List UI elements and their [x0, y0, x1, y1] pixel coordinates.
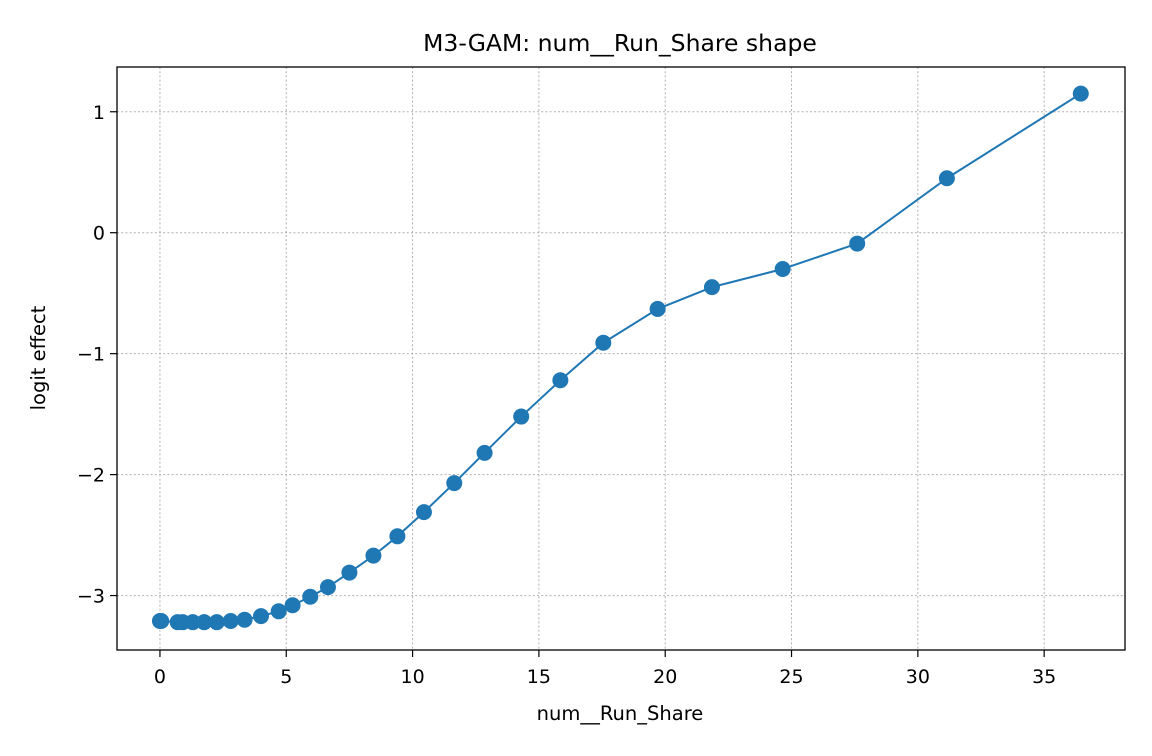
- data-point: [595, 334, 612, 351]
- grid: [117, 67, 1125, 650]
- data-point: [365, 547, 382, 564]
- chart-title: M3-GAM: num__Run_Share shape: [423, 29, 817, 57]
- data-point: [415, 504, 432, 521]
- x-tick-label: 35: [1032, 666, 1056, 688]
- data-point: [446, 475, 463, 492]
- data-point: [703, 279, 720, 296]
- data-point: [196, 614, 213, 631]
- y-axis: 1 0 −1 −2 −3: [77, 102, 117, 608]
- data-point: [552, 372, 569, 389]
- y-tick-label: 0: [93, 223, 105, 245]
- x-tick-label: 20: [653, 666, 677, 688]
- data-point: [302, 588, 319, 605]
- plot-frame: [116, 66, 1126, 651]
- x-axis: 0 5 10 15 20 25 30 35: [154, 650, 1056, 688]
- data-point: [341, 564, 358, 581]
- x-axis-label: num__Run_Share: [537, 702, 704, 725]
- y-tick-label: −1: [77, 344, 105, 366]
- data-point: [849, 235, 866, 252]
- data-point: [222, 612, 239, 629]
- x-tick-label: 15: [527, 666, 551, 688]
- series-layer: [151, 85, 1089, 631]
- data-point: [476, 444, 493, 461]
- data-point: [253, 608, 269, 625]
- y-tick-label: 1: [93, 102, 105, 124]
- data-point: [153, 612, 170, 629]
- data-point: [270, 603, 287, 620]
- x-tick-label: 5: [280, 666, 292, 688]
- x-tick-label: 10: [400, 666, 424, 688]
- data-point: [319, 579, 336, 596]
- y-tick-label: −3: [77, 586, 105, 608]
- y-axis-label: logit effect: [27, 305, 50, 410]
- data-point: [774, 260, 791, 277]
- data-point: [389, 528, 406, 545]
- x-tick-label: 30: [906, 666, 930, 688]
- y-tick-label: −2: [77, 465, 105, 487]
- data-point: [184, 614, 201, 631]
- data-point: [649, 300, 666, 317]
- x-tick-label: 0: [154, 666, 166, 688]
- data-point: [236, 611, 253, 628]
- x-tick-label: 25: [779, 666, 803, 688]
- data-point: [1072, 85, 1089, 102]
- data-point: [284, 597, 301, 614]
- data-point: [208, 614, 225, 631]
- data-point: [938, 170, 955, 187]
- data-point: [513, 408, 530, 425]
